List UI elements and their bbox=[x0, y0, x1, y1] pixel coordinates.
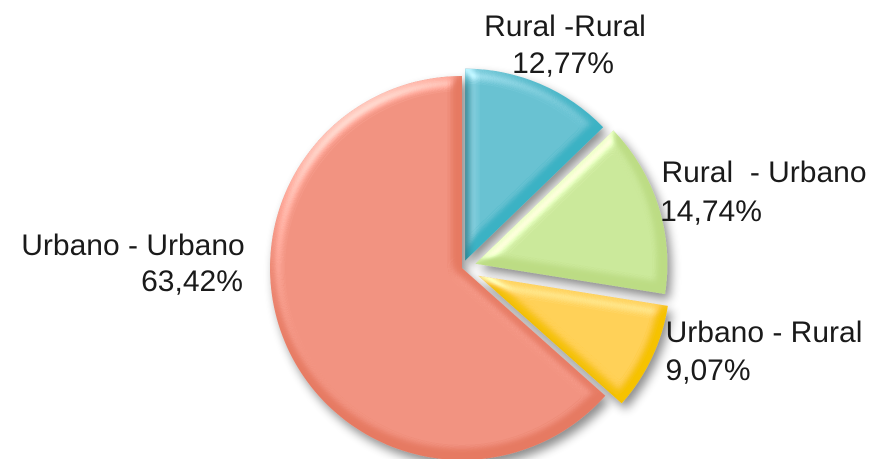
slice-rural-urbano bbox=[475, 130, 668, 294]
slice-label-rural-rural-value: 12,77% bbox=[512, 47, 614, 80]
slice-urbano-urbano-group bbox=[270, 76, 606, 459]
slice-rural-rural-group bbox=[465, 68, 604, 261]
slice-label-urbano-urbano-name: Urbano - Urbano bbox=[21, 229, 244, 262]
slice-urbano-rural bbox=[478, 275, 668, 404]
slice-urbano-rural-group bbox=[478, 275, 668, 404]
slice-label-rural-rural-name: Rural -Rural bbox=[484, 10, 646, 43]
slice-label-urbano-urbano-value: 63,42% bbox=[141, 265, 243, 298]
slice-label-urbano-rural-name: Urbano - Rural bbox=[666, 316, 863, 349]
slice-urbano-urbano bbox=[270, 76, 606, 459]
slice-label-urbano-rural-value: 9,07% bbox=[665, 354, 750, 387]
slice-label-rural-urbano-value: 14,74% bbox=[660, 195, 762, 228]
slice-label-rural-urbano-name: Rural - Urbano bbox=[661, 156, 866, 189]
pie-slices bbox=[270, 68, 668, 459]
slice-rural-urbano-group bbox=[475, 130, 668, 294]
slice-rural-rural bbox=[465, 68, 604, 261]
